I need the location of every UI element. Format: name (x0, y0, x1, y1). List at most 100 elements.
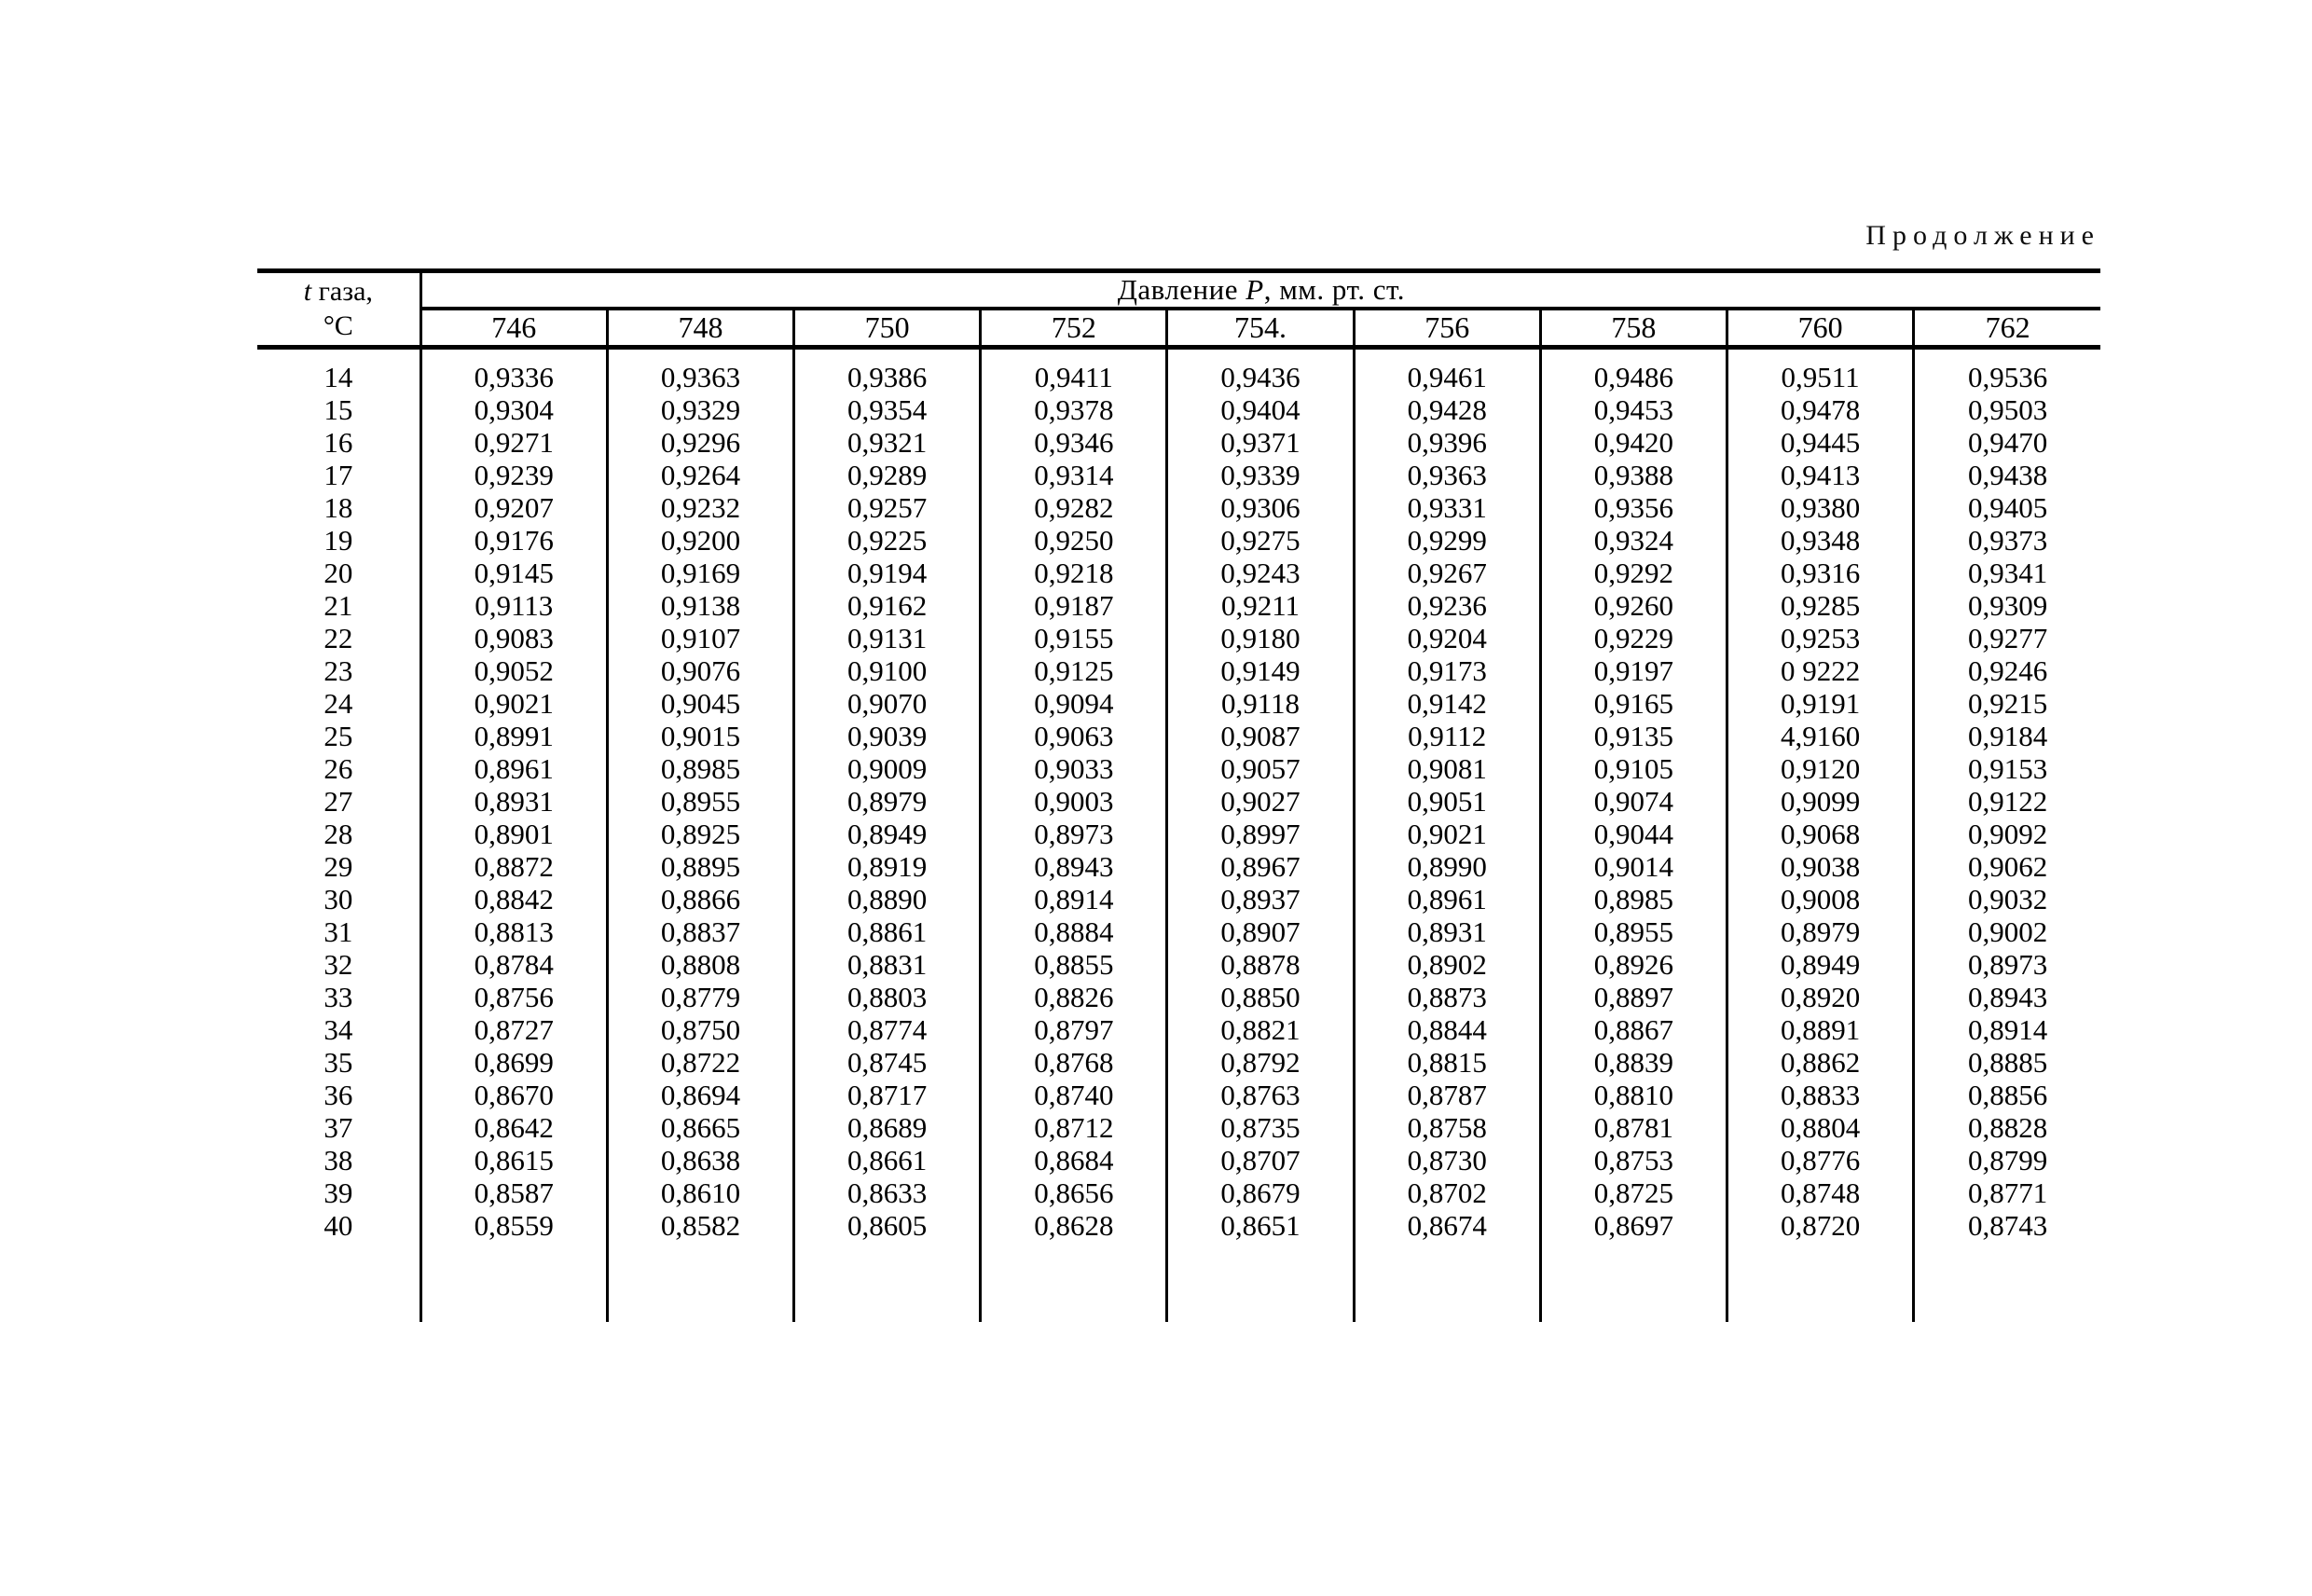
cell-t24-p762: 0,9215 (1912, 687, 2100, 720)
pressure-span-prefix: Давление (1117, 273, 1246, 306)
tail-rule (979, 1242, 1167, 1322)
cell-t24-p748: 0,9045 (605, 687, 794, 720)
row-label-temperature: 39 (323, 1176, 353, 1209)
cell-t26-p748: 0,8985 (605, 752, 794, 785)
table-foot (257, 1242, 2100, 1322)
cell-t38-p746: 0,8615 (419, 1144, 608, 1176)
table-tail-rules (257, 1242, 2100, 1322)
cell-t32-p748: 0,8808 (605, 948, 794, 981)
cell-t22-p756: 0,9204 (1352, 622, 1541, 654)
cell-t38-p762: 0,8799 (1912, 1144, 2100, 1176)
row-label-temperature: 25 (323, 720, 353, 752)
cell-t32-p746: 0,8784 (419, 948, 608, 981)
row-label-temperature: 14 (323, 361, 353, 393)
column-header-752: 752 (979, 309, 1167, 348)
column-header-760: 760 (1725, 309, 1914, 348)
cell-t14-p750: 0,9386 (792, 347, 981, 393)
tail-rule (1165, 1242, 1355, 1322)
tail-rule (1912, 1242, 2100, 1322)
cell-t29-p758: 0,9014 (1538, 850, 1727, 883)
cell-t40-p752: 0,8628 (979, 1209, 1167, 1242)
cell-t25-p750: 0,9039 (792, 720, 981, 752)
row-label-temperature: 22 (323, 622, 353, 654)
table-row: 27 0,8931 0,8955 0,8979 0,9003 0,9027 0,9051 0,… (257, 785, 2100, 818)
cell-t38-p750: 0,8661 (792, 1144, 981, 1176)
cell-t29-p762: 0,9062 (1912, 850, 2100, 883)
row-label-temperature: 15 (323, 393, 353, 426)
table-row: 15 0,9304 0,9329 0,9354 0,9378 0,9404 0,9428 0,… (257, 393, 2100, 426)
cell-t24-p760: 0,9191 (1725, 687, 1914, 720)
cell-t16-p750: 0,9321 (792, 426, 981, 459)
column-header-750: 750 (792, 309, 981, 348)
cell-t21-p758: 0,9260 (1538, 589, 1727, 622)
row-label-temperature: 18 (323, 491, 353, 524)
cell-t31-p754: 0,8907 (1165, 915, 1355, 948)
cell-t37-p758: 0,8781 (1538, 1111, 1727, 1144)
cell-t30-p756: 0,8961 (1352, 883, 1541, 915)
cell-t40-p746: 0,8559 (419, 1209, 608, 1242)
cell-t17-p756: 0,9363 (1352, 459, 1541, 491)
cell-t26-p756: 0,9081 (1352, 752, 1541, 785)
pressure-span-suffix: , мм. рт. ст. (1263, 273, 1405, 306)
cell-t27-p746: 0,8931 (419, 785, 608, 818)
cell-t15-p752: 0,9378 (979, 393, 1167, 426)
column-header-754: 754. (1165, 309, 1355, 348)
cell-t35-p754: 0,8792 (1165, 1046, 1355, 1079)
row-label-temperature: 35 (323, 1046, 353, 1079)
cell-t32-p754: 0,8878 (1165, 948, 1355, 981)
cell-t20-p748: 0,9169 (605, 557, 794, 589)
table-row: 14 0,9336 0,9363 0,9386 0,9411 0,9436 0,9461 0,… (257, 347, 2100, 393)
cell-t19-p750: 0,9225 (792, 524, 981, 557)
cell-t28-p750: 0,8949 (792, 818, 981, 850)
cell-t22-p746: 0,9083 (419, 622, 608, 654)
cell-t26-p752: 0,9033 (979, 752, 1167, 785)
cell-t26-p762: 0,9153 (1912, 752, 2100, 785)
cell-t25-p748: 0,9015 (605, 720, 794, 752)
cell-t30-p758: 0,8985 (1538, 883, 1727, 915)
cell-t20-p756: 0,9267 (1352, 557, 1541, 589)
header-row-span: t газа, °C Давление P, мм. рт. ст. (257, 270, 2100, 341)
cell-t21-p754: 0,9211 (1165, 589, 1355, 622)
cell-t32-p752: 0,8855 (979, 948, 1167, 981)
cell-t19-p748: 0,9200 (605, 524, 794, 557)
row-label-temperature: 27 (323, 785, 353, 818)
cell-t15-p760: 0,9478 (1725, 393, 1914, 426)
cell-t31-p756: 0,8931 (1352, 915, 1541, 948)
cell-t33-p754: 0,8850 (1165, 981, 1355, 1013)
cell-t36-p758: 0,8810 (1538, 1079, 1727, 1111)
stub-header-rest: газа, (311, 275, 373, 307)
cell-t15-p762: 0,9503 (1912, 393, 2100, 426)
cell-t39-p754: 0,8679 (1165, 1176, 1355, 1209)
cell-t34-p746: 0,8727 (419, 1013, 608, 1046)
cell-t16-p762: 0,9470 (1912, 426, 2100, 459)
cell-t21-p746: 0,9113 (419, 589, 608, 622)
cell-t26-p758: 0,9105 (1538, 752, 1727, 785)
cell-t24-p756: 0,9142 (1352, 687, 1541, 720)
cell-t34-p762: 0,8914 (1912, 1013, 2100, 1046)
column-header-756: 756 (1352, 309, 1541, 348)
cell-t27-p760: 0,9099 (1725, 785, 1914, 818)
cell-t39-p756: 0,8702 (1352, 1176, 1541, 1209)
cell-t22-p760: 0,9253 (1725, 622, 1914, 654)
cell-t40-p756: 0,8674 (1352, 1209, 1541, 1242)
cell-t17-p760: 0,9413 (1725, 459, 1914, 491)
cell-t14-p762: 0,9536 (1912, 347, 2100, 393)
cell-t39-p762: 0,8771 (1912, 1176, 2100, 1209)
table-row: 37 0,8642 0,8665 0,8689 0,8712 0,8735 0,8758 0,… (257, 1111, 2100, 1144)
table-row: 31 0,8813 0,8837 0,8861 0,8884 0,8907 0,8931 0,… (257, 915, 2100, 948)
cell-t14-p756: 0,9461 (1352, 347, 1541, 393)
cell-t24-p750: 0,9070 (792, 687, 981, 720)
cell-t27-p750: 0,8979 (792, 785, 981, 818)
table-row: 19 0,9176 0,9200 0,9225 0,9250 0,9275 0,9299 0,… (257, 524, 2100, 557)
cell-t17-p762: 0,9438 (1912, 459, 2100, 491)
cell-t21-p762: 0,9309 (1912, 589, 2100, 622)
tail-rule (792, 1242, 981, 1322)
cell-t30-p754: 0,8937 (1165, 883, 1355, 915)
row-label-temperature: 20 (323, 557, 353, 589)
cell-t32-p756: 0,8902 (1352, 948, 1541, 981)
cell-t38-p756: 0,8730 (1352, 1144, 1541, 1176)
row-label-temperature: 32 (323, 948, 353, 981)
table-row: 26 0,8961 0,8985 0,9009 0,9033 0,9057 0,9081 0,… (257, 752, 2100, 785)
cell-t37-p760: 0,8804 (1725, 1111, 1914, 1144)
data-table: t газа, °C Давление P, мм. рт. ст. 746 74… (257, 268, 2100, 1322)
